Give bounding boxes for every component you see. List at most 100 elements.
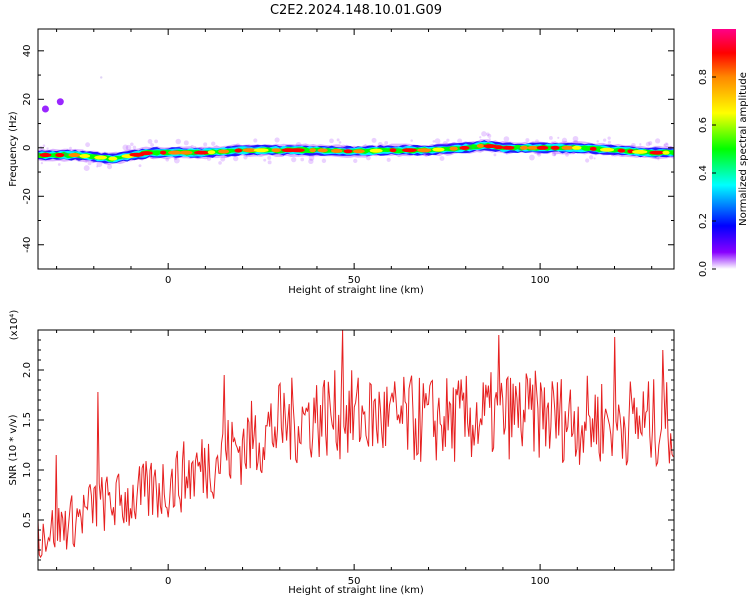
spectrogram-xlabel: Height of straight line (km) xyxy=(288,285,424,296)
speckle xyxy=(572,151,576,155)
hot-spot xyxy=(343,149,353,154)
speckle xyxy=(479,136,482,139)
colorbar-ticks: 0.0 0.2 0.4 0.6 0.8 xyxy=(698,69,716,277)
speckle xyxy=(83,165,90,172)
hot-spot xyxy=(160,150,167,155)
speckle xyxy=(585,158,590,163)
colorbar-tick-label: 0.6 xyxy=(698,117,709,133)
speckle xyxy=(402,143,408,150)
speckle xyxy=(87,161,92,166)
snr-frame xyxy=(37,329,675,571)
speckle xyxy=(486,132,490,136)
hot-spot xyxy=(432,147,445,152)
speckle xyxy=(365,154,369,158)
speckle xyxy=(338,141,342,144)
speckle xyxy=(295,142,302,148)
speckle xyxy=(434,138,441,145)
speckle xyxy=(85,142,91,148)
hot-spot xyxy=(178,150,193,155)
speckle xyxy=(107,164,113,170)
speckle xyxy=(664,142,669,147)
spectrogram-ytick-label: 0 xyxy=(22,145,33,151)
speckle xyxy=(593,157,596,160)
hot-spot xyxy=(449,146,458,151)
speckle xyxy=(336,138,340,142)
hot-spot xyxy=(417,148,432,153)
hot-spot xyxy=(317,148,328,153)
speckle xyxy=(246,144,252,149)
snr-xtick-label: 100 xyxy=(531,576,550,587)
speckle xyxy=(279,151,285,158)
hot-spot xyxy=(617,148,626,153)
speckle xyxy=(138,164,142,168)
spectrogram-axes: 0 50 100 40 20 0 -20 -40 xyxy=(22,29,674,286)
speckle xyxy=(253,138,258,143)
speckle xyxy=(223,154,228,158)
snr-panel: 0 50 100 0.5 1.0 1.5 2.0 Height of straight li… xyxy=(8,310,675,596)
speckle xyxy=(529,154,535,161)
speckle xyxy=(365,155,371,161)
speckle xyxy=(474,146,478,150)
speckle xyxy=(588,155,594,160)
speckle xyxy=(57,163,61,166)
speckle xyxy=(432,140,436,143)
hot-spot xyxy=(369,148,383,153)
speckle xyxy=(308,158,314,165)
snr-ytick-label: 0.5 xyxy=(22,512,33,528)
speckle xyxy=(565,153,569,157)
speckle xyxy=(502,141,508,147)
spectrogram-ytick-label: 20 xyxy=(22,93,33,106)
speckle xyxy=(84,158,88,162)
hot-spot xyxy=(572,145,582,150)
speckle xyxy=(173,157,180,164)
spectrogram-ylabel: Frequency (Hz) xyxy=(8,111,19,187)
speckle xyxy=(537,151,541,155)
speckle xyxy=(243,155,248,160)
hot-spot xyxy=(631,149,648,154)
speckle xyxy=(263,158,267,162)
snr-ylabel: SNR (10 * v/v) xyxy=(8,414,19,485)
speckle xyxy=(446,138,450,142)
speckle xyxy=(425,154,428,157)
speckle xyxy=(165,158,170,162)
speckle xyxy=(665,143,668,146)
speckle xyxy=(439,156,445,162)
hot-spot xyxy=(662,150,670,155)
spectrogram-ytick-label: -40 xyxy=(22,237,33,253)
speckle xyxy=(96,165,99,168)
speckle xyxy=(639,143,642,146)
speckle xyxy=(173,156,178,161)
hot-spot xyxy=(108,156,118,161)
spectrogram-ridge xyxy=(38,131,674,172)
speckle xyxy=(395,146,399,150)
speckle xyxy=(631,142,636,148)
speckle xyxy=(105,160,109,165)
speckle xyxy=(211,141,216,146)
speckle xyxy=(122,144,129,151)
speckle xyxy=(467,141,473,147)
speckle xyxy=(42,144,46,148)
speckle xyxy=(384,141,389,145)
hot-spot xyxy=(561,145,574,150)
hot-spot xyxy=(353,149,365,154)
speckle xyxy=(235,143,241,149)
speckle xyxy=(447,142,452,148)
speckle xyxy=(607,136,611,140)
speckle xyxy=(308,155,315,161)
outlier-point xyxy=(56,98,64,106)
speckle xyxy=(654,154,660,160)
hot-spot xyxy=(253,148,269,153)
colorbar-label: Normalized spectral amplitude xyxy=(738,72,749,226)
hot-spot xyxy=(68,153,81,158)
speckle xyxy=(198,146,203,151)
hot-spot xyxy=(193,150,210,155)
hot-spot xyxy=(39,153,52,158)
speckle xyxy=(551,151,557,157)
colorbar-tick-label: 0.0 xyxy=(698,261,709,277)
speckle xyxy=(493,153,497,157)
hot-spot xyxy=(168,150,182,155)
speckle xyxy=(607,140,611,144)
hot-spot xyxy=(402,148,417,153)
hot-spot xyxy=(536,145,549,150)
